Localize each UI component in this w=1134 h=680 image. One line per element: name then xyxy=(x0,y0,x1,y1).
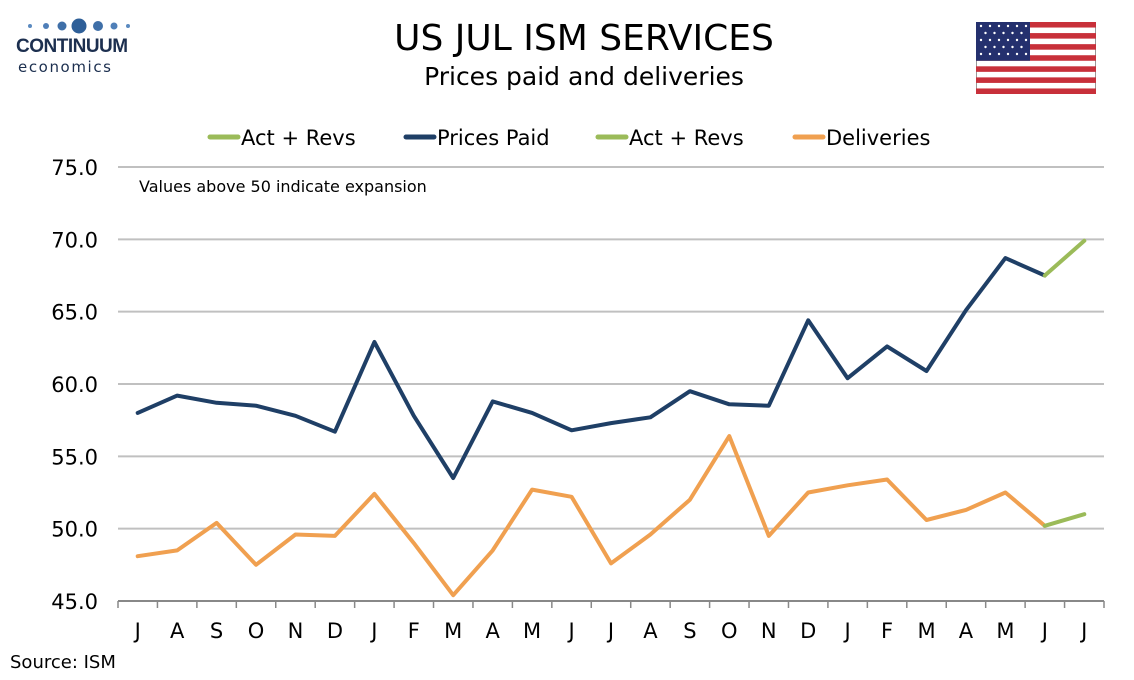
x-tick-label: J xyxy=(369,619,377,643)
x-tick-label: J xyxy=(133,619,141,643)
x-tick-label: M xyxy=(917,619,935,643)
x-tick-label: M xyxy=(996,619,1014,643)
chart-title: US JUL ISM SERVICES xyxy=(394,18,774,59)
chart-subtitle: Prices paid and deliveries xyxy=(424,62,744,91)
x-tick-label: J xyxy=(1079,619,1087,643)
x-tick-label: A xyxy=(959,619,974,643)
x-tick-label: S xyxy=(210,619,223,643)
x-tick-label: F xyxy=(408,619,420,643)
act-revs-line-3 xyxy=(1042,512,1087,528)
x-tick-label: A xyxy=(485,619,500,643)
chart-annotation: Values above 50 indicate expansion xyxy=(139,177,427,196)
x-tick-label: D xyxy=(327,619,343,643)
logo-subtitle: economics xyxy=(18,58,113,76)
x-tick-label: A xyxy=(643,619,658,643)
x-tick-label: O xyxy=(248,619,265,643)
legend-entry: Act + Revs xyxy=(629,126,744,150)
deliveries-line xyxy=(135,434,1047,598)
x-tick-label: J xyxy=(1040,619,1048,643)
x-tick-label: J xyxy=(843,619,851,643)
x-tick-label: M xyxy=(523,619,541,643)
act-revs-line-1 xyxy=(1042,238,1087,278)
y-tick-label: 55.0 xyxy=(51,445,98,469)
x-tick-label: F xyxy=(881,619,893,643)
x-tick-label: J xyxy=(606,619,614,643)
legend-entry: Act + Revs xyxy=(241,126,356,150)
us-flag-icon xyxy=(976,22,1096,94)
x-tick-label: N xyxy=(761,619,777,643)
y-tick-label: 45.0 xyxy=(51,590,98,614)
x-tick-label: O xyxy=(721,619,738,643)
y-tick-label: 70.0 xyxy=(51,228,98,252)
source-note: Source: ISM xyxy=(10,652,116,673)
x-tick-label: A xyxy=(170,619,185,643)
legend-entry: Deliveries xyxy=(826,126,930,150)
x-tick-label: D xyxy=(800,619,816,643)
prices-paid-line xyxy=(135,256,1047,480)
y-tick-label: 60.0 xyxy=(51,373,98,397)
logo-wordmark: CONTINUUM xyxy=(16,36,128,57)
x-tick-label: J xyxy=(566,619,574,643)
x-tick-label: N xyxy=(288,619,304,643)
x-tick-label: M xyxy=(444,619,462,643)
y-tick-label: 50.0 xyxy=(51,518,98,542)
logo-dots-icon xyxy=(28,18,130,34)
x-tick-label: S xyxy=(683,619,696,643)
y-tick-label: 65.0 xyxy=(51,301,98,325)
continuum-logo: CONTINUUM economics xyxy=(10,14,140,76)
legend-entry: Prices Paid xyxy=(437,126,550,150)
y-tick-label: 75.0 xyxy=(51,156,98,180)
